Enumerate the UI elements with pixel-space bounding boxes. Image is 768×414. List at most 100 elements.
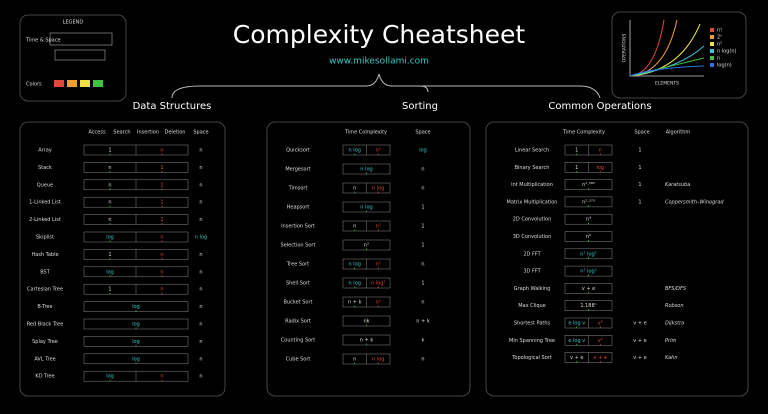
legend-swatch: [54, 80, 64, 87]
legend-swatch: [710, 28, 714, 32]
brace: [171, 73, 601, 99]
complexity: 1: [108, 252, 111, 258]
complexity: log: [132, 304, 140, 310]
space: 1: [638, 199, 641, 205]
algorithm: Dijkstra: [665, 321, 684, 327]
complexity: n: [108, 217, 111, 223]
row-label: Selection Sort: [281, 243, 316, 249]
url: www.mikesollami.com: [329, 57, 429, 67]
curve: [629, 45, 705, 77]
row-label: Shell Sort: [286, 281, 310, 287]
row-label: Tree Sort: [286, 262, 309, 268]
legend-entry: 2ⁿ: [717, 35, 722, 41]
algorithm: BFS/DFS: [665, 286, 687, 292]
complexity: v²: [598, 321, 603, 327]
space: n: [199, 182, 202, 188]
complexity: n log: [372, 186, 384, 192]
legend-swatch: [80, 80, 90, 87]
space: n log: [195, 235, 207, 241]
column-header: Insertion: [137, 130, 159, 136]
complexity: log: [132, 339, 140, 345]
space: n: [421, 262, 424, 268]
space: 1: [421, 205, 424, 211]
row-label: Hash Table: [31, 252, 58, 258]
row-label: Heapsort: [287, 205, 310, 211]
section-title: Sorting: [402, 101, 438, 112]
complexity: log: [106, 374, 114, 380]
column-header: Space: [193, 130, 208, 136]
complexity: n log: [360, 167, 372, 173]
legend-entry: n: [717, 56, 720, 62]
column-header: Time Complexity: [562, 130, 605, 136]
row-label: Timsort: [288, 186, 308, 192]
complexity: n² log²: [580, 251, 596, 257]
complexity: n log²: [371, 281, 385, 287]
algorithm: Prim: [665, 338, 676, 344]
row-label: Graph Walking: [514, 286, 551, 292]
complexity: n log: [349, 262, 361, 268]
complexity: n⁴: [586, 217, 591, 223]
row-label: 2-Linked List: [29, 217, 61, 223]
legend-entry: log(n): [717, 63, 732, 69]
axis-label: ELEMENTS: [655, 81, 679, 87]
space: k: [422, 338, 425, 344]
complexity: n: [160, 269, 163, 275]
row-label: 2D Convolution: [513, 217, 552, 223]
row-label: BST: [40, 269, 51, 275]
row-label: Insertion Sort: [281, 224, 315, 230]
row-label: Cartesian Tree: [27, 287, 63, 293]
complexity: n: [108, 182, 111, 188]
space: n: [199, 304, 202, 310]
complexity: n: [160, 252, 163, 258]
column-header: Time Complexity: [344, 130, 387, 136]
complexity: n²: [376, 300, 381, 306]
complexity: n: [599, 148, 602, 154]
complexity: n: [108, 165, 111, 171]
complexity: n: [160, 374, 163, 380]
legend-sample: [54, 49, 106, 61]
row-label: AVL Tree: [34, 356, 55, 362]
row-label: Queue: [37, 182, 53, 188]
column-header: Deletion: [165, 130, 186, 136]
section-title: Data Structures: [133, 101, 212, 112]
legend-swatch: [710, 35, 714, 39]
legend-entry: n log(n): [717, 49, 737, 55]
complexity: 1: [160, 165, 163, 171]
complexity: n²: [376, 262, 381, 268]
row-label: Topological Sort: [511, 355, 552, 361]
row-label: 1-Linked List: [29, 200, 61, 206]
section-title: Common Operations: [548, 101, 651, 112]
row-label: Quicksort: [286, 148, 310, 154]
row-label: Binary Search: [515, 165, 550, 171]
row-label: 3D Convolution: [513, 234, 552, 240]
complexity: n + k: [360, 338, 374, 344]
row-label: Min Spanning Tree: [509, 338, 555, 344]
space: v + e: [633, 321, 646, 327]
title: Complexity Cheatsheet: [233, 20, 526, 49]
space: n: [199, 217, 202, 223]
row-label: Shortest Paths: [514, 321, 551, 327]
space: n: [199, 322, 202, 328]
complexity: n: [160, 148, 163, 154]
legend-label: Colors: [26, 82, 42, 88]
column-header: Space: [634, 130, 649, 136]
row-label: Array: [38, 148, 52, 154]
space: 1: [638, 165, 641, 171]
complexity: n: [353, 224, 356, 230]
complexity: nk: [363, 319, 369, 325]
legend-swatch: [710, 63, 714, 67]
legend-entry: n²: [717, 42, 722, 48]
row-label: Int Multiplication: [511, 182, 553, 188]
complexity: 1: [160, 217, 163, 223]
legend-entry: n!: [717, 28, 722, 34]
legend-box: [19, 14, 127, 102]
space: 1: [638, 182, 641, 188]
space: n: [421, 167, 424, 173]
space: n: [199, 356, 202, 362]
legend-swatch: [93, 80, 103, 87]
algorithm: Robson: [665, 303, 684, 309]
space: 1: [421, 243, 424, 249]
complexity: v + e: [582, 286, 595, 292]
